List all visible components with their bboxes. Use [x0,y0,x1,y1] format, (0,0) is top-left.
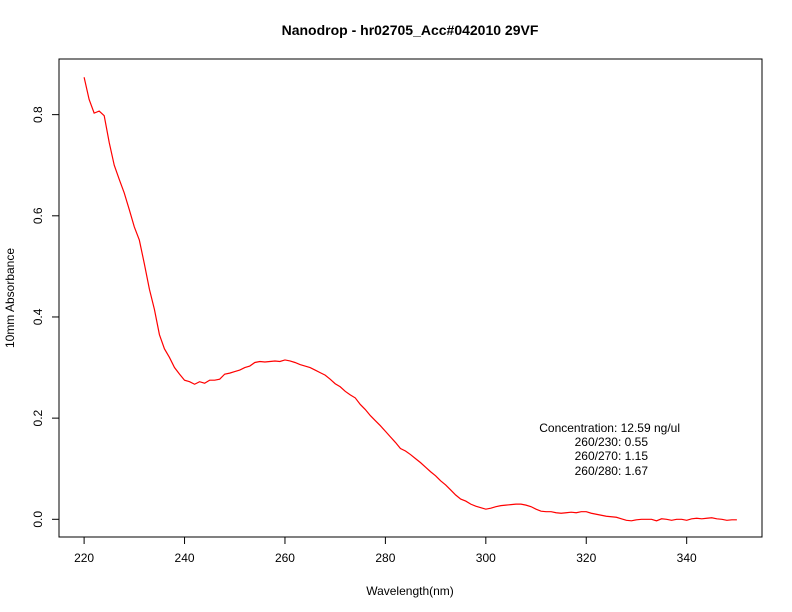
x-tick-label: 320 [576,551,596,565]
annotation-block: Concentration: 12.59 ng/ul 260/230: 0.55… [539,421,680,478]
y-tick-label: 0.2 [31,409,45,426]
y-tick-label: 0.8 [31,106,45,123]
plot-frame [58,58,763,538]
x-tick-label: 300 [476,551,496,565]
x-tick-label: 260 [275,551,295,565]
x-tick-label: 240 [175,551,195,565]
x-axis-label: Wavelength(nm) [366,584,454,598]
annotation-concentration: Concentration: 12.59 ng/ul [539,421,680,435]
x-tick-label: 340 [677,551,697,565]
y-axis: 0.0 0.2 0.4 0.6 0.8 [31,106,60,528]
annotation-260-270: 260/270: 1.15 [575,449,649,463]
chart-title: Nanodrop - hr02705_Acc#042010 29VF [282,22,539,38]
absorbance-line [83,77,737,522]
x-tick-label: 280 [375,551,395,565]
annotation-260-230: 260/230: 0.55 [575,435,649,449]
x-tick-label: 220 [74,551,94,565]
y-axis-label: 10mm Absorbance [3,248,17,348]
y-tick-label: 0.6 [31,207,45,224]
y-tick-label: 0.4 [31,308,45,325]
x-axis: 220 240 260 280 300 320 340 [74,536,697,565]
annotation-260-280: 260/280: 1.67 [575,464,649,478]
y-tick-label: 0.0 [31,511,45,528]
